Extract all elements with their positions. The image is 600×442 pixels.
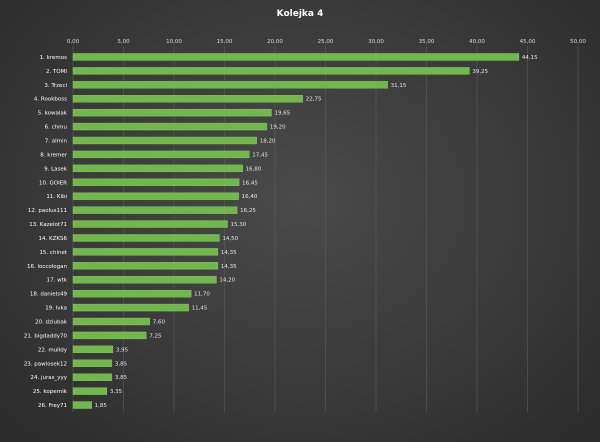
category-label: 5. kowalak xyxy=(38,111,68,117)
bar xyxy=(72,262,219,270)
data-label: 19,20 xyxy=(270,125,286,131)
x-tick-label: 0,00 xyxy=(67,39,80,45)
x-tick-label: 40,00 xyxy=(469,39,485,45)
category-label: 11. Kibi xyxy=(46,194,67,200)
category-label: 19. lvka xyxy=(45,306,67,312)
bar xyxy=(72,95,303,103)
data-label: 19,65 xyxy=(274,111,290,117)
category-label: 6. chmu xyxy=(45,125,67,131)
bar xyxy=(72,220,228,228)
bars xyxy=(72,53,520,409)
bar xyxy=(72,150,250,159)
data-label: 7,25 xyxy=(149,333,162,339)
bar xyxy=(72,276,217,284)
data-label: 1,85 xyxy=(95,403,108,409)
bar xyxy=(72,401,92,409)
data-label: 18,20 xyxy=(260,139,276,145)
data-label: 16,45 xyxy=(242,180,258,186)
bar xyxy=(72,122,268,131)
category-label: 21. bigdaddy70 xyxy=(24,333,68,339)
data-label: 17,45 xyxy=(252,152,268,158)
data-label: 14,20 xyxy=(219,278,235,284)
x-axis-ticks: 0,00 5,00 10,00 15,00 20,00 25,00 30,00 35,00 40… xyxy=(67,39,586,45)
data-label: 3,85 xyxy=(115,375,128,381)
x-tick-label: 15,00 xyxy=(217,39,233,45)
category-label: 16. loccologan xyxy=(27,264,68,270)
bar xyxy=(72,359,113,367)
bar xyxy=(72,206,238,214)
data-label: 22,75 xyxy=(306,97,322,103)
bar xyxy=(72,373,113,381)
x-tick-label: 35,00 xyxy=(419,39,435,45)
x-tick-label: 10,00 xyxy=(166,39,182,45)
category-label: 17. wtk xyxy=(47,278,68,284)
data-label: 11,45 xyxy=(192,306,208,312)
x-tick-label: 20,00 xyxy=(267,39,283,45)
data-labels: 44,15 39,25 31,15 22,75 19,65 19,20 18,20 17,45… xyxy=(95,55,538,409)
bar xyxy=(72,108,272,117)
category-label: 25. kopernik xyxy=(33,389,68,395)
bar xyxy=(72,248,219,256)
category-label: 15. chinet xyxy=(39,250,67,256)
data-label: 14,50 xyxy=(222,236,238,242)
data-label: 39,25 xyxy=(472,69,488,75)
bar xyxy=(72,136,258,145)
category-label: 22. mulldy xyxy=(38,347,68,353)
bar xyxy=(72,81,388,89)
category-label: 7. almin xyxy=(45,139,68,145)
category-label: 23. pawlosek12 xyxy=(24,361,67,367)
category-label: 3. Trzeci xyxy=(44,83,67,89)
bar xyxy=(72,178,240,186)
x-tick-label: 30,00 xyxy=(368,39,384,45)
category-label: 9. Lasek xyxy=(44,166,68,172)
data-label: 15,30 xyxy=(231,222,247,228)
bar xyxy=(72,164,243,173)
data-label: 3,95 xyxy=(116,347,129,353)
bar xyxy=(72,345,114,354)
bar xyxy=(72,303,189,312)
x-tick-label: 45,00 xyxy=(520,39,536,45)
bar xyxy=(72,331,147,340)
data-label: 3,85 xyxy=(115,361,128,367)
data-label: 11,70 xyxy=(194,292,210,298)
data-label: 44,15 xyxy=(522,55,538,61)
bar xyxy=(72,387,108,395)
category-labels: 1. kremos 2. TOMI 3. Trzeci 4. Rookboss 5. k… xyxy=(24,55,68,409)
category-label: 1. kremos xyxy=(40,55,67,61)
x-tick-label: 5,00 xyxy=(117,39,130,45)
bar xyxy=(72,53,520,61)
gridlines xyxy=(72,46,579,412)
data-label: 3,35 xyxy=(110,389,123,395)
chart-title: Kolejka 4 xyxy=(277,9,324,19)
data-label: 16,40 xyxy=(242,194,258,200)
x-tick-label: 50,00 xyxy=(570,39,586,45)
bar xyxy=(72,234,220,242)
category-label: 14. KZKS6 xyxy=(39,236,68,242)
bar xyxy=(72,192,239,200)
category-label: 12. paolus111 xyxy=(28,208,67,214)
category-label: 18. daniels49 xyxy=(30,292,68,298)
data-label: 7,60 xyxy=(153,320,166,326)
data-label: 31,15 xyxy=(391,83,407,89)
category-label: 4. Rookboss xyxy=(34,97,67,103)
bar xyxy=(72,289,192,298)
category-label: 10. GOIER xyxy=(39,180,67,186)
x-tick-label: 25,00 xyxy=(318,39,334,45)
category-label: 20. dziubak xyxy=(35,320,68,326)
category-label: 26. Frey71 xyxy=(38,403,67,409)
bar xyxy=(72,317,150,326)
category-label: 8. kremer xyxy=(40,152,67,158)
category-label: 2. TOMI xyxy=(46,69,67,75)
data-label: 14,35 xyxy=(221,264,237,270)
data-label: 14,35 xyxy=(221,250,237,256)
data-label: 16,25 xyxy=(240,208,256,214)
category-label: 13. Kazelot71 xyxy=(29,222,67,228)
category-label: 24. juras_yyy xyxy=(30,375,67,381)
data-label: 16,80 xyxy=(246,166,262,172)
bar xyxy=(72,67,470,75)
